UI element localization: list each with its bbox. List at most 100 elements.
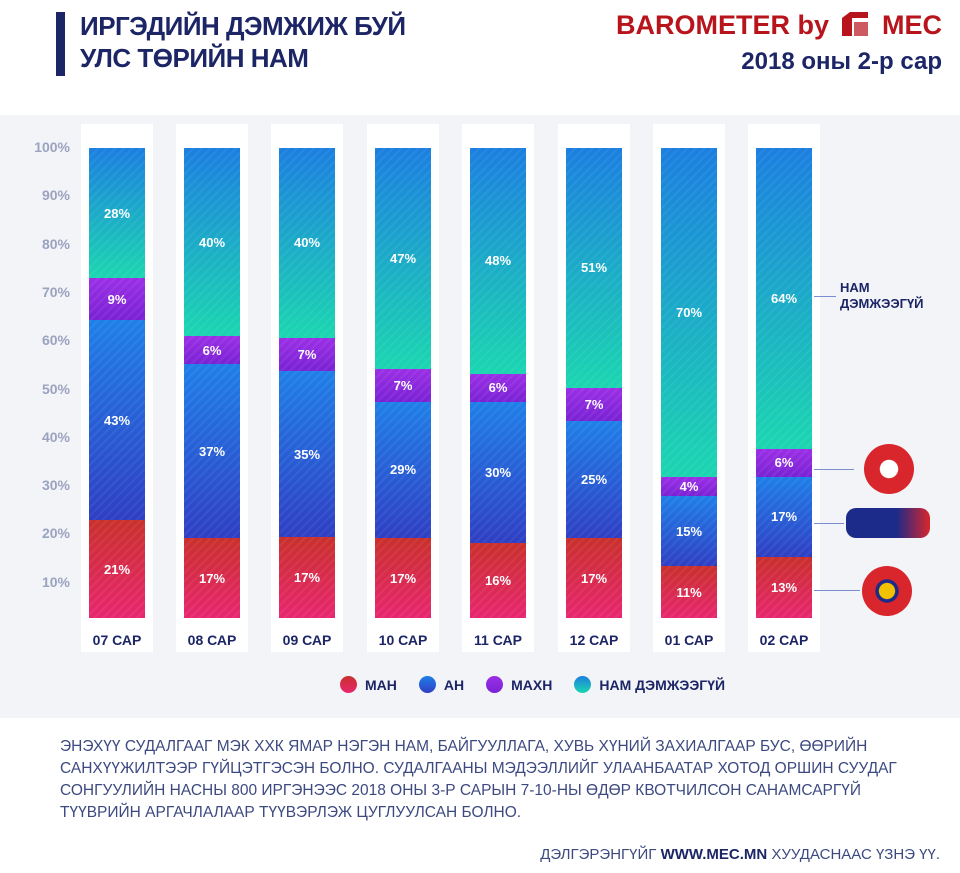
- bar-segment: 11%: [661, 566, 717, 618]
- bar-segment: 17%: [566, 538, 622, 618]
- bar-segment: 4%: [661, 477, 717, 496]
- data-label: 40%: [293, 235, 321, 251]
- x-tick-label: 12 САР: [569, 632, 619, 648]
- data-label: 21%: [103, 561, 131, 577]
- bar-segment: 17%: [375, 538, 431, 618]
- data-label: 7%: [584, 396, 604, 412]
- bar-segment: 29%: [375, 401, 431, 539]
- bar-segment: 47%: [375, 148, 431, 369]
- data-label: 11%: [676, 584, 702, 600]
- y-tick-label: 60%: [41, 332, 70, 349]
- legend-item: НАМ ДЭМЖЭЭГҮЙ: [574, 676, 725, 693]
- x-tick-label: 02 САР: [759, 632, 809, 648]
- bar-segment: 40%: [184, 148, 240, 336]
- bar-segment: 35%: [279, 371, 335, 538]
- data-label: 28%: [103, 205, 131, 221]
- bar-segment: 7%: [375, 368, 431, 402]
- legend-swatch-icon: [340, 676, 357, 693]
- bar-segment: 28%: [89, 148, 145, 279]
- mahn-party-logo-icon: [864, 444, 914, 494]
- bar-segment: 64%: [756, 148, 812, 449]
- bar-segment: 37%: [184, 364, 240, 539]
- data-label: 37%: [198, 443, 226, 459]
- legend-swatch-icon: [486, 676, 504, 693]
- bar-segment: 30%: [470, 401, 526, 543]
- bar-segment: 17%: [279, 537, 335, 618]
- data-label: 17%: [198, 570, 226, 586]
- data-label: 48%: [484, 253, 512, 269]
- title-line-2: УЛС ТӨРИЙН НАМ: [80, 43, 309, 73]
- data-label: 51%: [580, 260, 608, 276]
- page-title: ИРГЭДИЙН ДЭМЖИЖ БУЙ УЛС ТӨРИЙН НАМ: [80, 10, 406, 74]
- bar-segment: 6%: [756, 448, 812, 477]
- y-tick-label: 30%: [41, 477, 70, 494]
- y-tick-label: 40%: [41, 428, 70, 445]
- report-date: 2018 оны 2-р сар: [741, 48, 942, 75]
- bar-segment: 25%: [566, 420, 622, 539]
- annotation-no-party: НАМ ДЭМЖЭЭГҮЙ: [840, 280, 924, 312]
- more-suffix: ХУУДАСНААС ҮЗНЭ ҮҮ.: [771, 846, 940, 863]
- data-label: 70%: [675, 305, 703, 320]
- chart-legend: МАН АН МАХН НАМ ДЭМЖЭЭГҮЙ: [340, 676, 725, 693]
- data-label: 17%: [770, 509, 798, 525]
- bar-segment: 40%: [279, 148, 335, 338]
- data-label: 6%: [202, 342, 222, 358]
- legend-label: НАМ ДЭМЖЭЭГҮЙ: [599, 676, 726, 693]
- data-label: 17%: [293, 570, 321, 586]
- data-label: 47%: [389, 250, 417, 266]
- data-label: 43%: [103, 412, 131, 428]
- data-label: 9%: [107, 291, 127, 307]
- legend-item: МАХН: [486, 676, 552, 693]
- legend-swatch-icon: [574, 676, 592, 693]
- data-label: 30%: [484, 464, 512, 480]
- bar-segment: 7%: [279, 337, 335, 372]
- bar-segment: 15%: [661, 495, 717, 567]
- legend-label: АН: [443, 676, 465, 693]
- more-info: ДЭЛГЭРЭНГҮЙГ WWW.MEC.MN ХУУДАСНААС ҮЗНЭ …: [540, 846, 940, 863]
- header-accent-bar: [56, 12, 65, 76]
- website-link[interactable]: WWW.MEC.MN: [660, 846, 768, 863]
- data-label: 64%: [770, 290, 798, 306]
- bar-segment: 51%: [566, 148, 622, 388]
- x-tick-label: 07 САР: [92, 632, 142, 648]
- methodology-note: ЭНЭХҮҮ СУДАЛГААГ МЭК ХХК ЯМАР НЭГЭН НАМ,…: [60, 738, 897, 821]
- y-tick-label: 50%: [41, 380, 70, 397]
- legend-label: МАХН: [511, 676, 553, 693]
- mah-party-logo-icon: [862, 566, 912, 616]
- x-tick-label: 10 САР: [378, 632, 428, 648]
- data-label: 6%: [488, 380, 508, 396]
- bar-segment: 70%: [661, 148, 717, 477]
- bar-segment: 16%: [470, 542, 526, 618]
- x-tick-label: 01 САР: [664, 632, 714, 648]
- data-label: 35%: [293, 446, 321, 462]
- x-tick-label: 09 САР: [282, 632, 332, 648]
- brand: BAROMETER by MEC: [616, 10, 942, 41]
- legend-label: МАН: [365, 676, 397, 693]
- data-label: 6%: [774, 455, 794, 471]
- data-label: 4%: [679, 478, 699, 494]
- brand-text: BAROMETER by: [615, 10, 829, 40]
- data-label: 16%: [484, 572, 512, 588]
- bar-segment: 7%: [566, 387, 622, 421]
- data-label: 17%: [580, 570, 608, 586]
- annotation-line: [814, 590, 860, 591]
- annotation-line-2: ДЭМЖЭЭГҮЙ: [840, 296, 924, 311]
- data-label: 25%: [580, 471, 608, 487]
- x-tick-label: 08 САР: [187, 632, 237, 648]
- y-tick-label: 90%: [41, 187, 70, 204]
- annotation-line-1: НАМ: [840, 280, 870, 295]
- data-label: 40%: [198, 234, 226, 250]
- y-tick-label: 100%: [34, 139, 70, 155]
- annotation-line: [814, 523, 844, 524]
- x-tick-label: 11 САР: [474, 632, 522, 648]
- legend-item: АН: [418, 676, 465, 693]
- bar-segment: 9%: [89, 278, 145, 321]
- annotation-line: [814, 296, 836, 297]
- data-label: 7%: [393, 377, 413, 393]
- title-line-1: ИРГЭДИЙН ДЭМЖИЖ БУЙ: [80, 11, 406, 41]
- bar-segment: 43%: [89, 320, 145, 521]
- legend-swatch-icon: [418, 676, 436, 693]
- y-tick-label: 80%: [41, 235, 70, 252]
- y-tick-label: 20%: [41, 525, 70, 542]
- bar-segment: 13%: [756, 556, 812, 618]
